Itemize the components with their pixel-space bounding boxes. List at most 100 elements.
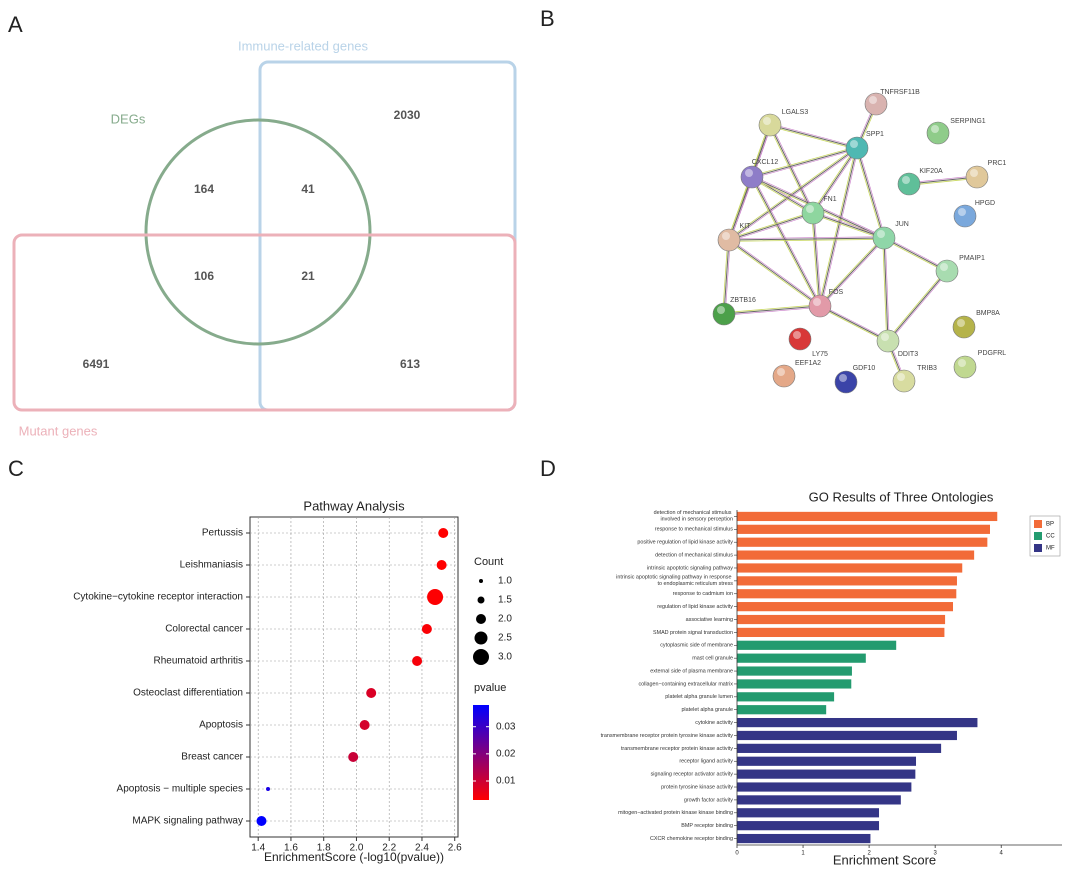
network-node: [897, 172, 921, 196]
network-node: [758, 113, 782, 137]
network-edge: [768, 125, 813, 214]
network-edge: [729, 238, 821, 306]
legend-label: 2.5: [498, 633, 512, 644]
network-edge: [884, 237, 890, 341]
y-tick-label: platelet alpha granule lumen: [665, 694, 733, 700]
panel-label: C: [8, 456, 24, 481]
y-tick-label: Apoptosis: [199, 720, 243, 731]
legend-label: 1.0: [498, 576, 512, 587]
bar: [737, 576, 957, 586]
network-edge: [751, 147, 858, 178]
network-node-highlight: [957, 319, 965, 327]
bar: [737, 589, 957, 599]
network-node: [952, 315, 976, 339]
bar: [737, 743, 942, 753]
y-tick-label: detection of mechanical stimulus: [655, 553, 733, 559]
network-node-highlight: [850, 140, 858, 148]
network-edge: [723, 304, 820, 314]
network-edge: [882, 238, 888, 342]
colorbar-label: 0.02: [496, 748, 516, 759]
venn-count: 164: [194, 182, 214, 196]
chart-title: GO Results of Three Ontologies: [809, 489, 994, 504]
network-edge: [724, 306, 821, 316]
network-edge: [729, 238, 885, 242]
y-tick-label: detection of mechanical stimulus involve…: [654, 511, 733, 523]
network-edge: [728, 237, 885, 241]
y-tick-label: intrinsic apoptotic signaling pathway: [647, 565, 733, 571]
y-tick-label: MAPK signaling pathway: [132, 816, 243, 827]
label-line: detection of mechanical stimulus: [654, 511, 733, 517]
network-edge: [728, 239, 821, 307]
network-edge: [751, 176, 821, 307]
x-tick-label: 4: [1000, 851, 1004, 857]
bar: [737, 717, 978, 728]
colorbar-label: 0.01: [496, 776, 516, 787]
legend-label: 2.0: [498, 614, 512, 625]
y-tick-label: mast cell granule: [692, 656, 733, 662]
x-tick-label: 2.6: [448, 843, 462, 854]
y-tick-label: cytokine activity: [695, 720, 733, 726]
legend-dot: [473, 649, 489, 665]
y-tick-label: SMAD protein signal transduction: [653, 630, 733, 636]
legend-swatch: [1034, 544, 1042, 552]
network-node-label: PDGFRL: [978, 350, 1007, 357]
network-edge: [856, 147, 885, 239]
network-edge: [770, 123, 858, 148]
network-node-highlight: [763, 117, 771, 125]
network-node-label: LY75: [812, 351, 828, 358]
network-edge: [769, 124, 814, 214]
network-edge: [728, 236, 884, 240]
network-node-highlight: [970, 169, 978, 177]
network-node-label: PRC1: [988, 160, 1007, 167]
network-node-label: BMP8A: [976, 310, 1000, 317]
colorbar: [473, 705, 489, 800]
dot: [421, 624, 432, 634]
y-tick-label: intrinsic apoptotic signaling pathway in…: [616, 575, 733, 587]
network-node-label: FN1: [823, 196, 836, 203]
y-tick-label: collagen−containing extracellular matrix: [638, 681, 733, 687]
network-node-highlight: [839, 374, 847, 382]
network-edge: [819, 306, 888, 343]
venn-set: [144, 118, 372, 346]
network-node-highlight: [902, 176, 910, 184]
network-edge: [724, 240, 731, 315]
y-tick-label: cytoplasmic side of membrane: [660, 643, 733, 649]
network-node-highlight: [958, 208, 966, 216]
network-node: [953, 204, 977, 228]
network-node-label: HPGD: [975, 200, 995, 207]
y-tick-label: Pertussis: [202, 528, 243, 539]
y-tick-label: response to mechanical stimulus: [655, 527, 734, 533]
label-line: to endoplasmic reticulum stress: [658, 581, 734, 587]
bar: [737, 602, 954, 612]
x-tick-label: 0: [735, 851, 739, 857]
network-node: [834, 370, 858, 394]
network-node-label: SERPING1: [950, 118, 986, 125]
bar: [737, 679, 852, 689]
dot: [438, 528, 449, 538]
bar: [737, 808, 880, 818]
bar: [737, 627, 945, 638]
dot: [436, 560, 447, 570]
x-tick-label: 1: [801, 851, 805, 857]
bar: [737, 666, 852, 676]
network-edge: [750, 177, 820, 307]
network-node-highlight: [940, 263, 948, 271]
bar: [737, 550, 975, 560]
y-tick-label: CXCR chemokine receptor binding: [650, 836, 733, 842]
network-edge: [818, 147, 857, 306]
venn-count: 6491: [83, 357, 110, 371]
network-edge: [811, 213, 820, 307]
legend-swatch: [1034, 532, 1042, 540]
y-tick-label: positive regulation of lipid kinase acti…: [637, 540, 733, 546]
network-node: [965, 165, 989, 189]
network-node-label: GDF10: [853, 365, 876, 372]
network-node-label: TNFRSF11B: [880, 89, 920, 96]
bar: [737, 705, 827, 715]
y-tick-label: transmembrane receptor protein tyrosine …: [601, 733, 734, 739]
y-tick-label: Rheumatoid arthritis: [154, 656, 243, 667]
network-node-label: LGALS3: [782, 109, 809, 116]
y-tick-label: signaling receptor activator activity: [651, 772, 734, 778]
network-edge: [908, 176, 978, 185]
network-node-highlight: [958, 359, 966, 367]
